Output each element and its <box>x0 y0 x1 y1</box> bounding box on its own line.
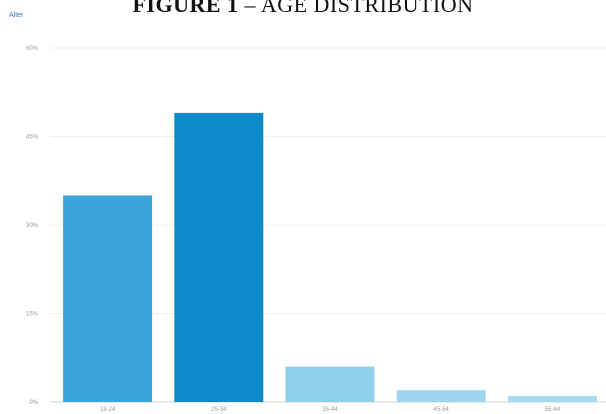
bar-25-34 <box>174 112 264 403</box>
y-tick-label: 45% <box>26 135 39 141</box>
x-tick-label: 18-24 <box>100 407 116 413</box>
y-tick-label: 0% <box>29 400 38 406</box>
x-axis-ticks: 18-24 25-34 35-44 45-54 55-64 <box>100 407 561 413</box>
x-tick-label: 25-34 <box>211 407 227 413</box>
y-tick-label: 15% <box>26 312 39 318</box>
x-tick-label: 35-44 <box>322 407 338 413</box>
figure-title-rest: – AGE DISTRIBUTION <box>238 0 474 17</box>
y-axis-ticks: 0% 15% 30% 45% 60% <box>26 46 39 406</box>
bar-18-24 <box>63 195 153 402</box>
bar-55-64 <box>507 396 597 402</box>
bars <box>63 112 597 403</box>
figure-title-lead: FIGURE 1 <box>132 0 239 17</box>
chart-panel-label: Alter <box>9 12 24 19</box>
y-tick-label: 60% <box>26 46 39 52</box>
x-tick-label: 55-64 <box>545 407 561 413</box>
bar-35-44 <box>285 366 375 402</box>
figure-title: FIGURE 1 – AGE DISTRIBUTION <box>0 0 606 18</box>
bar-45-54 <box>396 390 486 402</box>
x-tick-label: 45-54 <box>434 407 450 413</box>
y-tick-label: 30% <box>26 223 39 229</box>
